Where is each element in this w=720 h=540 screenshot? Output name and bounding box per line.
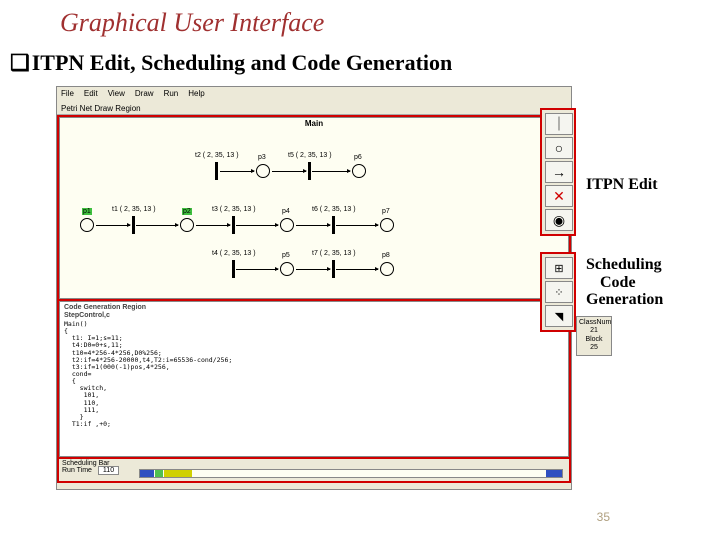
petri-edge — [336, 225, 378, 226]
scheduling-bar: Scheduling Bar Run Time 110 — [59, 459, 569, 481]
petri-place-p1[interactable] — [80, 218, 94, 232]
petri-transition-t7[interactable] — [332, 260, 335, 278]
petri-place-p3[interactable] — [256, 164, 270, 178]
block-label: Block — [579, 336, 609, 344]
petri-edge — [296, 269, 330, 270]
tool-line-icon[interactable]: ｜ — [545, 113, 573, 135]
callout-scheduling: Scheduling Code Generation — [586, 256, 663, 309]
petri-label: p2 — [182, 208, 192, 215]
callout-line1: Scheduling — [586, 256, 663, 274]
sched-run-label: Run Time — [62, 467, 92, 474]
petri-edge — [336, 269, 378, 270]
petri-transition-t5[interactable] — [308, 162, 311, 180]
sched-value: 110 — [98, 466, 119, 475]
petri-edge — [96, 225, 130, 226]
tool-inspect-icon[interactable]: ◉ — [545, 209, 573, 231]
tool-arrow-icon[interactable]: → — [545, 161, 573, 183]
petri-edge — [236, 269, 278, 270]
petri-place-p7[interactable] — [380, 218, 394, 232]
petri-place-p8[interactable] — [380, 262, 394, 276]
petri-transition-t1[interactable] — [132, 216, 135, 234]
app-window: File Edit View Draw Run Help Petri Net D… — [56, 86, 572, 490]
code-pane-title: Code Generation Region — [64, 304, 564, 311]
tool-circle-icon[interactable]: ○ — [545, 137, 573, 159]
code-generation-pane: Code Generation Region StepControl,c Mai… — [59, 301, 569, 457]
draw-region-label: Petri Net Draw Region — [57, 103, 571, 115]
menu-edit[interactable]: Edit — [84, 89, 98, 101]
callout-itpn-edit: ITPN Edit — [586, 176, 658, 194]
menu-bar: File Edit View Draw Run Help — [57, 87, 571, 103]
petri-label: p4 — [282, 208, 290, 215]
canvas-title: Main — [305, 119, 323, 128]
petri-edge — [136, 225, 178, 226]
petri-label: p1 — [82, 208, 92, 215]
tool-dotpair-icon[interactable]: ⁘ — [545, 281, 573, 303]
page-number: 35 — [597, 510, 610, 524]
petri-label: t7 ( 2, 35, 13 ) — [312, 250, 356, 257]
petri-place-p5[interactable] — [280, 262, 294, 276]
menu-help[interactable]: Help — [188, 89, 204, 101]
petri-label: p7 — [382, 208, 390, 215]
slide-subtitle: ITPN Edit, Scheduling and Code Generatio… — [10, 50, 452, 76]
block-value: 25 — [579, 344, 609, 352]
classnum-label: ClassNum — [579, 319, 609, 327]
classnum-value: 21 — [579, 327, 609, 335]
schedule-toolbar: ⊞ ⁘ ◥ — [540, 252, 576, 332]
callout-line2: Code — [586, 274, 663, 292]
petri-label: t6 ( 2, 35, 13 ) — [312, 206, 356, 213]
code-body: Main() { t1: I=1;s=11; t4:D0=0+s,11; t10… — [64, 321, 564, 428]
petri-label: p6 — [354, 154, 362, 161]
petri-label: p3 — [258, 154, 266, 161]
petri-edge — [236, 225, 278, 226]
petri-edge — [272, 171, 306, 172]
menu-run[interactable]: Run — [164, 89, 179, 101]
callout-line3: Generation — [586, 291, 663, 309]
petri-transition-t6[interactable] — [332, 216, 335, 234]
petri-edge — [220, 171, 254, 172]
petri-label: t3 ( 2, 35, 13 ) — [212, 206, 256, 213]
petri-transition-t3[interactable] — [232, 216, 235, 234]
edit-toolbar: ｜ ○ → ✕ ◉ — [540, 108, 576, 236]
petri-label: t2 ( 2, 35, 13 ) — [195, 152, 239, 159]
sidebar-info: ClassNum 21 Block 25 — [576, 316, 612, 356]
petri-label: t4 ( 2, 35, 13 ) — [212, 250, 256, 257]
petri-label: t1 ( 2, 35, 13 ) — [112, 206, 156, 213]
petri-edge — [296, 225, 330, 226]
petri-place-p4[interactable] — [280, 218, 294, 232]
tool-nodegrid-icon[interactable]: ⊞ — [545, 257, 573, 279]
tool-delete-icon[interactable]: ✕ — [545, 185, 573, 207]
slide-title: Graphical User Interface — [60, 8, 324, 38]
petri-label: p5 — [282, 252, 290, 259]
petri-label: t5 ( 2, 35, 13 ) — [288, 152, 332, 159]
menu-view[interactable]: View — [108, 89, 125, 101]
petri-label: p8 — [382, 252, 390, 259]
menu-draw[interactable]: Draw — [135, 89, 154, 101]
petri-net-canvas[interactable]: Main p1 t1 ( 2, 35, 13 ) p2 t2 ( 2, 35, 13 … — [59, 117, 569, 299]
petri-edge — [196, 225, 230, 226]
code-class-name: StepControl,c — [64, 312, 564, 319]
petri-edge — [312, 171, 350, 172]
petri-place-p6[interactable] — [352, 164, 366, 178]
petri-transition-t4[interactable] — [232, 260, 235, 278]
menu-file[interactable]: File — [61, 89, 74, 101]
petri-transition-t2[interactable] — [215, 162, 218, 180]
sched-track[interactable] — [139, 469, 563, 478]
tool-triangle-icon[interactable]: ◥ — [545, 305, 573, 327]
petri-place-p2[interactable] — [180, 218, 194, 232]
